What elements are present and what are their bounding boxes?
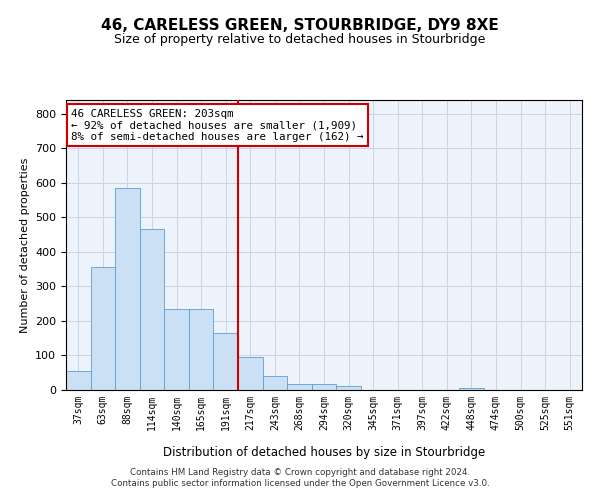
Bar — [140, 230, 164, 390]
Bar — [312, 384, 336, 390]
Bar — [189, 309, 214, 390]
Y-axis label: Number of detached properties: Number of detached properties — [20, 158, 29, 332]
Text: Contains HM Land Registry data © Crown copyright and database right 2024.
Contai: Contains HM Land Registry data © Crown c… — [110, 468, 490, 487]
Bar — [263, 376, 287, 390]
Bar — [115, 188, 140, 390]
Bar — [214, 333, 238, 390]
Text: 46, CARELESS GREEN, STOURBRIDGE, DY9 8XE: 46, CARELESS GREEN, STOURBRIDGE, DY9 8XE — [101, 18, 499, 32]
Bar — [238, 357, 263, 390]
Bar — [91, 268, 115, 390]
Bar — [287, 384, 312, 390]
Bar — [164, 309, 189, 390]
Bar — [66, 371, 91, 390]
Bar — [336, 386, 361, 390]
Text: 46 CARELESS GREEN: 203sqm
← 92% of detached houses are smaller (1,909)
8% of sem: 46 CARELESS GREEN: 203sqm ← 92% of detac… — [71, 108, 364, 142]
Text: Size of property relative to detached houses in Stourbridge: Size of property relative to detached ho… — [115, 32, 485, 46]
Text: Distribution of detached houses by size in Stourbridge: Distribution of detached houses by size … — [163, 446, 485, 459]
Bar — [459, 388, 484, 390]
